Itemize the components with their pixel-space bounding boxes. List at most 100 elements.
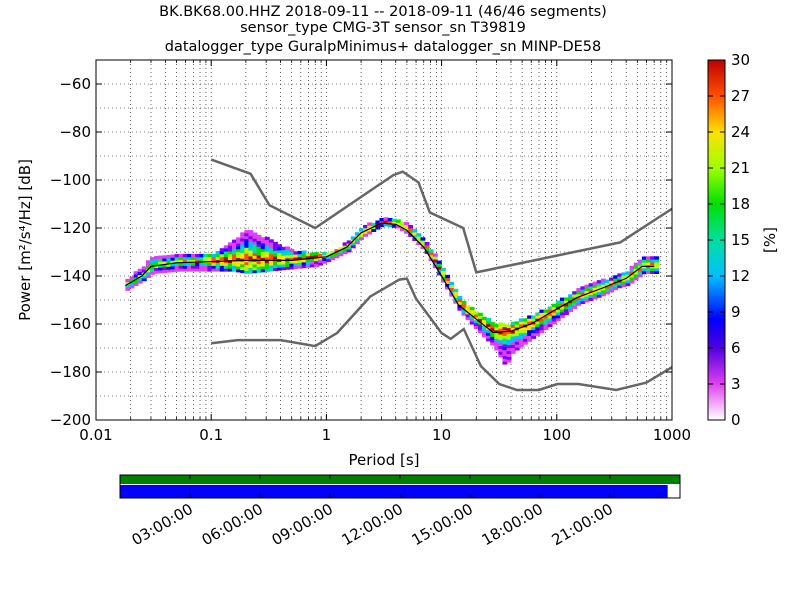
psd-cell xyxy=(186,268,192,272)
psd-cell xyxy=(268,250,274,255)
psd-cell xyxy=(293,251,299,255)
psd-cell xyxy=(527,321,532,325)
psd-cell xyxy=(527,335,532,339)
psd-cell xyxy=(428,254,434,259)
psd-cell xyxy=(236,237,241,241)
psd-cell xyxy=(236,269,241,273)
psd-cell xyxy=(141,269,147,273)
psd-cell xyxy=(285,260,291,265)
psd-cell xyxy=(199,256,205,261)
psd-cell xyxy=(637,274,643,278)
psd-cell xyxy=(650,270,655,274)
psd-cell xyxy=(248,230,254,234)
psd-cell xyxy=(252,264,258,268)
psd-cell xyxy=(305,261,311,265)
psd-cell xyxy=(580,294,586,299)
psd-cell xyxy=(592,293,598,297)
psd-cell xyxy=(461,300,467,305)
psd-cell xyxy=(588,291,594,296)
psd-cell xyxy=(256,266,262,270)
psd-cell xyxy=(322,251,328,256)
psd-cell xyxy=(367,225,373,229)
psd-cell xyxy=(502,346,508,351)
psd-cell xyxy=(236,243,241,247)
psd-cell xyxy=(248,244,254,248)
psd-cell xyxy=(613,286,619,291)
psd-cell xyxy=(191,265,196,269)
psd-cell xyxy=(178,262,184,266)
psd-cell xyxy=(182,259,188,263)
psd-cell xyxy=(158,270,164,274)
psd-cell xyxy=(244,250,250,254)
psd-cell xyxy=(568,294,573,298)
psd-cell xyxy=(240,249,246,253)
psd-cell xyxy=(363,227,368,231)
psd-cell xyxy=(654,256,660,260)
psd-cell xyxy=(350,242,356,246)
psd-cell xyxy=(629,277,635,281)
psd-cell xyxy=(498,336,504,341)
psd-cell xyxy=(244,253,250,257)
psd-cell xyxy=(248,256,254,260)
psd-cell xyxy=(281,261,287,265)
colorbar-tick-label: 3 xyxy=(731,375,741,393)
psd-cell xyxy=(506,342,512,346)
psd-cell xyxy=(510,339,516,343)
psd-cell xyxy=(523,332,528,336)
psd-cell xyxy=(346,246,352,250)
psd-cell xyxy=(182,256,188,261)
psd-cell xyxy=(514,338,520,342)
psd-cell xyxy=(486,329,491,333)
psd-cell xyxy=(309,264,315,268)
psd-cell xyxy=(469,315,475,319)
psd-cell xyxy=(547,306,553,310)
psd-cell xyxy=(490,333,496,337)
psd-cell xyxy=(395,219,401,223)
psd-cell xyxy=(186,262,192,266)
psd-cell xyxy=(354,232,360,236)
psd-cell xyxy=(457,298,463,302)
psd-cell xyxy=(498,322,504,326)
psd-cell xyxy=(232,265,237,269)
psd-cell xyxy=(412,237,418,241)
psd-cell xyxy=(260,243,266,247)
psd-cell xyxy=(445,286,450,290)
psd-cell xyxy=(461,303,467,308)
psd-cell xyxy=(236,240,241,244)
psd-cell xyxy=(305,253,311,257)
psd-cell xyxy=(596,280,602,284)
psd-cell xyxy=(490,336,496,340)
title-line-3: datalogger_type GuralpMinimus+ datalogge… xyxy=(165,39,602,55)
psd-cell xyxy=(309,255,315,259)
psd-cell xyxy=(621,272,627,276)
psd-cell xyxy=(404,230,409,234)
psd-cell xyxy=(318,253,323,257)
psd-cell xyxy=(289,263,295,267)
psd-cell xyxy=(195,259,200,263)
psd-cell xyxy=(531,326,537,331)
psd-cell xyxy=(588,294,594,298)
psd-cell xyxy=(600,293,606,297)
psd-cell xyxy=(297,259,303,263)
psd-cell xyxy=(203,268,209,272)
psd-cell xyxy=(256,269,262,273)
psd-cell xyxy=(133,274,139,278)
psd-cell xyxy=(174,254,180,258)
psd-cell xyxy=(371,228,377,232)
psd-cell xyxy=(498,345,504,349)
psd-cell xyxy=(215,265,221,269)
psd-cell xyxy=(252,246,258,251)
psd-cell xyxy=(633,265,639,269)
psd-cell xyxy=(617,276,623,280)
psd-cell xyxy=(129,282,135,286)
psd-cell xyxy=(240,243,246,248)
psd-cell xyxy=(543,312,549,316)
psd-cell xyxy=(273,253,278,257)
psd-cell xyxy=(572,299,578,304)
psd-cell xyxy=(498,354,504,358)
psd-cell xyxy=(244,264,250,268)
psd-cell xyxy=(248,270,254,274)
psd-cell xyxy=(227,245,233,249)
psd-cell xyxy=(141,275,147,279)
psd-cell xyxy=(498,351,504,355)
